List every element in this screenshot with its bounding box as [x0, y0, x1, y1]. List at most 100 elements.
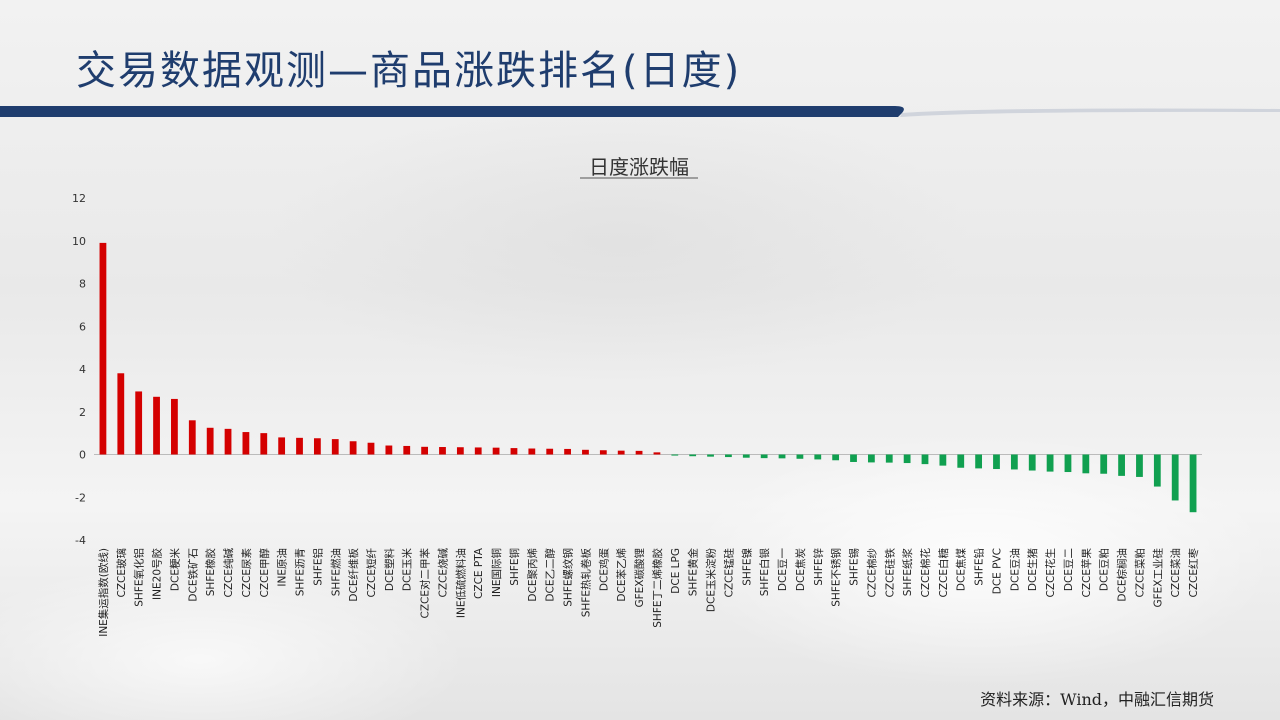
chart-title: 日度涨跌幅 [589, 155, 689, 179]
bar [117, 373, 125, 455]
bar [546, 448, 554, 455]
bar [867, 454, 875, 463]
y-tick-label: 12 [72, 192, 86, 205]
x-tick-label: DCE生猪 [1026, 548, 1039, 592]
x-tick-label: SHFE氧化铝 [133, 548, 146, 607]
bar [796, 454, 804, 459]
x-tick-label: SHFE燃油 [329, 548, 342, 596]
title-band [0, 106, 1280, 117]
x-tick-label: SHFE铜 [509, 548, 521, 586]
x-tick-label: DCE豆粕 [1098, 548, 1111, 591]
bar [1189, 454, 1197, 513]
x-tick-label: INE低硫燃料油 [454, 548, 467, 618]
y-tick-label: 8 [79, 278, 86, 291]
x-tick-label: SHFE锡 [848, 548, 861, 586]
bar [939, 454, 947, 466]
bar [367, 442, 375, 455]
x-tick-label: CZCE苹果 [1080, 548, 1093, 598]
x-tick-label: SHFE铝 [311, 548, 324, 586]
bar [421, 446, 429, 455]
x-tick-label: INE集运指数(欧线) [97, 548, 110, 637]
x-tick-label: DCE纤维板 [347, 548, 360, 602]
x-tick-label: CZCE菜粕 [1133, 548, 1146, 598]
title-band-light [900, 108, 1280, 117]
y-tick-label: -4 [75, 534, 86, 547]
bar [439, 447, 446, 455]
bar [153, 396, 160, 455]
x-tick-label: SHFE铅 [973, 548, 986, 586]
x-tick-label: SHFE丁二烯橡胶 [651, 548, 664, 628]
x-tick-label: CZCE短纤 [365, 548, 378, 598]
x-tick-label: INE原油 [276, 548, 289, 587]
bar [814, 454, 822, 460]
x-tick-label: DCE豆二 [1063, 548, 1075, 591]
bar [188, 420, 196, 455]
bar [707, 454, 714, 457]
bar [1046, 454, 1054, 472]
x-tick-label: SHFE锌 [812, 548, 825, 586]
bar [1136, 454, 1143, 477]
x-tick-label: CZCE锰硅 [722, 548, 735, 598]
bar [671, 454, 679, 456]
x-tick-label: DCE鸡蛋 [597, 548, 610, 592]
y-axis: 12 10 8 6 4 2 0 -2 -4 [72, 192, 86, 547]
bar [689, 454, 697, 457]
bar [1082, 454, 1090, 474]
x-tick-label: CZCE棉花 [919, 548, 932, 598]
bar [742, 454, 750, 458]
x-tick-label: SHFE白银 [758, 548, 771, 597]
bar [725, 454, 732, 458]
x-axis-labels: INE集运指数(欧线) CZCE玻璃 SHFE氧化铝 INE20号胶 DCE粳米 DCE铁… [97, 547, 1200, 637]
x-tick-label: SHFE纸浆 [901, 548, 914, 597]
x-tick-label: CZCE纯碱 [222, 548, 235, 598]
x-tick-label: CZCE对二甲苯 [419, 548, 432, 619]
x-tick-label: CZCE棉纱 [865, 548, 878, 598]
y-tick-label: 0 [79, 449, 86, 462]
x-tick-label: DCE LPG [670, 548, 682, 594]
x-tick-label: CZCE PTA [473, 547, 485, 599]
bar [260, 433, 268, 455]
bar [171, 398, 178, 455]
bar [599, 450, 607, 455]
x-tick-label: SHFE黄金 [687, 548, 700, 597]
title-band-dark [0, 106, 904, 117]
y-tick-label: 10 [72, 235, 86, 248]
bar-series [99, 242, 1197, 513]
bar [278, 437, 286, 455]
x-tick-label: SHFE螺纹钢 [562, 548, 575, 607]
x-tick-label: SHFE镍 [740, 548, 753, 586]
x-tick-label: DCE塑料 [383, 548, 396, 592]
x-tick-label: GFEX碳酸锂 [633, 548, 646, 608]
x-tick-label: DCE粳米 [168, 548, 181, 592]
bar [993, 454, 1000, 470]
bar [242, 432, 250, 455]
x-tick-label: CZCE尿素 [240, 548, 253, 598]
bar [331, 439, 339, 455]
bar [885, 454, 893, 463]
x-tick-label: DCE聚丙烯 [526, 548, 539, 602]
bar [617, 450, 625, 455]
x-tick-label: DCE焦炭 [794, 548, 807, 592]
bar [296, 437, 303, 455]
x-tick-label: CZCE甲醇 [258, 548, 271, 598]
bar [760, 454, 768, 459]
bar [903, 454, 911, 464]
bar [1028, 454, 1036, 471]
x-tick-label: GFEX工业硅 [1151, 548, 1164, 608]
bar [832, 454, 840, 461]
x-tick-label: DCE铁矿石 [186, 548, 199, 602]
x-tick-label: DCE乙二醇 [544, 548, 557, 602]
bar [635, 450, 643, 455]
bar [349, 441, 357, 455]
bar [957, 454, 965, 468]
bar [1064, 454, 1072, 473]
y-tick-label: 6 [79, 320, 86, 333]
x-tick-label: SHFE橡胶 [204, 548, 217, 597]
x-tick-label: CZCE白糖 [937, 548, 950, 598]
x-tick-label: DCE豆油 [1008, 548, 1021, 591]
x-tick-label: SHFE沥青 [294, 548, 307, 596]
bar [492, 447, 500, 455]
x-tick-label: INE20号胶 [151, 548, 164, 600]
y-tick-label: 2 [79, 406, 86, 419]
x-tick-label: DCE苯乙烯 [615, 548, 628, 602]
